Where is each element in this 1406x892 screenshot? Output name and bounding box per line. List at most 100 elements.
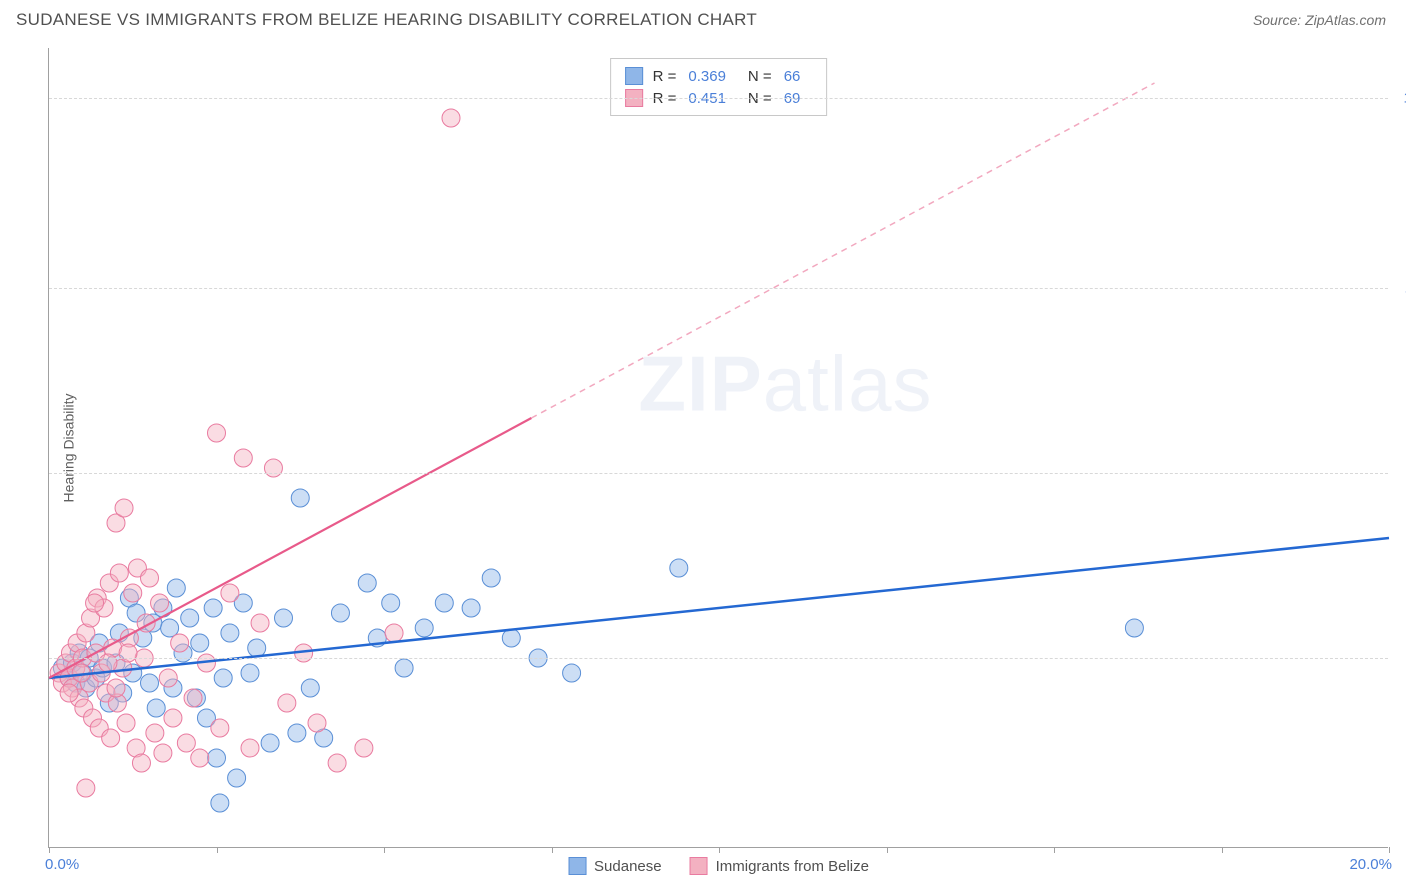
scatter-point bbox=[181, 609, 199, 627]
legend-series-item: Immigrants from Belize bbox=[690, 857, 869, 875]
y-tick-label: 3.8% bbox=[1396, 650, 1406, 667]
legend-series-item: Sudanese bbox=[568, 857, 662, 875]
scatter-point bbox=[241, 739, 259, 757]
scatter-point bbox=[60, 684, 78, 702]
scatter-point bbox=[234, 449, 252, 467]
trend-line-solid bbox=[49, 418, 531, 678]
x-tick bbox=[1389, 847, 1390, 853]
y-tick-label: 15.0% bbox=[1396, 90, 1406, 107]
legend-r-value: 0.369 bbox=[688, 68, 726, 85]
scatter-point bbox=[86, 594, 104, 612]
scatter-point bbox=[110, 564, 128, 582]
scatter-point bbox=[221, 624, 239, 642]
scatter-point bbox=[221, 584, 239, 602]
chart-source: Source: ZipAtlas.com bbox=[1253, 12, 1386, 28]
scatter-point bbox=[288, 724, 306, 742]
scatter-point bbox=[382, 594, 400, 612]
scatter-point bbox=[147, 699, 165, 717]
x-tick bbox=[384, 847, 385, 853]
scatter-point bbox=[191, 749, 209, 767]
gridline-horizontal bbox=[49, 473, 1388, 474]
scatter-point bbox=[395, 659, 413, 677]
chart-header: SUDANESE VS IMMIGRANTS FROM BELIZE HEARI… bbox=[0, 0, 1406, 38]
scatter-point bbox=[141, 674, 159, 692]
scatter-point bbox=[241, 664, 259, 682]
x-tick bbox=[1222, 847, 1223, 853]
legend-r-label: R = bbox=[653, 68, 677, 85]
legend-correlation-box: R =0.369N =66R =0.451N =69 bbox=[610, 58, 828, 116]
scatter-point bbox=[77, 779, 95, 797]
x-axis-max-label: 20.0% bbox=[1349, 856, 1392, 873]
legend-correlation-row: R = 0.369 N = 66 bbox=[625, 65, 813, 87]
scatter-point bbox=[482, 569, 500, 587]
legend-swatch bbox=[690, 857, 708, 875]
scatter-point bbox=[117, 714, 135, 732]
scatter-point bbox=[291, 489, 309, 507]
scatter-point bbox=[251, 614, 269, 632]
scatter-point bbox=[115, 499, 133, 517]
scatter-point bbox=[191, 634, 209, 652]
x-tick bbox=[887, 847, 888, 853]
legend-series: Sudanese Immigrants from Belize bbox=[568, 857, 869, 875]
scatter-point bbox=[248, 639, 266, 657]
legend-n-value: 66 bbox=[784, 68, 801, 85]
scatter-point bbox=[208, 424, 226, 442]
scatter-svg bbox=[49, 48, 1388, 847]
scatter-point bbox=[385, 624, 403, 642]
scatter-point bbox=[228, 769, 246, 787]
legend-n-label: N = bbox=[748, 68, 772, 85]
scatter-point bbox=[331, 604, 349, 622]
y-tick-label: 11.2% bbox=[1396, 280, 1406, 297]
scatter-point bbox=[141, 569, 159, 587]
scatter-point bbox=[435, 594, 453, 612]
scatter-point bbox=[102, 729, 120, 747]
scatter-point bbox=[204, 599, 222, 617]
scatter-point bbox=[275, 609, 293, 627]
scatter-point bbox=[119, 644, 137, 662]
scatter-point bbox=[177, 734, 195, 752]
scatter-point bbox=[670, 559, 688, 577]
x-tick bbox=[719, 847, 720, 853]
scatter-point bbox=[278, 694, 296, 712]
scatter-point bbox=[167, 579, 185, 597]
scatter-point bbox=[171, 634, 189, 652]
chart-title: SUDANESE VS IMMIGRANTS FROM BELIZE HEARI… bbox=[16, 10, 757, 30]
gridline-horizontal bbox=[49, 98, 1388, 99]
scatter-point bbox=[211, 794, 229, 812]
legend-swatch bbox=[625, 67, 643, 85]
scatter-point bbox=[355, 739, 373, 757]
x-tick bbox=[217, 847, 218, 853]
x-tick bbox=[49, 847, 50, 853]
scatter-point bbox=[502, 629, 520, 647]
scatter-point bbox=[164, 709, 182, 727]
x-tick bbox=[552, 847, 553, 853]
legend-swatch bbox=[568, 857, 586, 875]
scatter-point bbox=[154, 744, 172, 762]
scatter-point bbox=[442, 109, 460, 127]
gridline-horizontal bbox=[49, 658, 1388, 659]
scatter-point bbox=[563, 664, 581, 682]
scatter-point bbox=[358, 574, 376, 592]
gridline-horizontal bbox=[49, 288, 1388, 289]
scatter-point bbox=[184, 689, 202, 707]
scatter-point bbox=[264, 459, 282, 477]
scatter-point bbox=[415, 619, 433, 637]
scatter-point bbox=[214, 669, 232, 687]
scatter-point bbox=[211, 719, 229, 737]
scatter-point bbox=[159, 669, 177, 687]
plot-area: ZIPatlas R =0.369N =66R =0.451N =69 0.0%… bbox=[48, 48, 1388, 848]
scatter-point bbox=[261, 734, 279, 752]
scatter-point bbox=[132, 754, 150, 772]
legend-series-label: Immigrants from Belize bbox=[716, 858, 869, 875]
x-tick bbox=[1054, 847, 1055, 853]
scatter-point bbox=[1125, 619, 1143, 637]
legend-series-label: Sudanese bbox=[594, 858, 662, 875]
scatter-point bbox=[99, 654, 117, 672]
y-tick-label: 7.5% bbox=[1396, 465, 1406, 482]
scatter-point bbox=[151, 594, 169, 612]
scatter-point bbox=[124, 584, 142, 602]
scatter-point bbox=[328, 754, 346, 772]
scatter-point bbox=[462, 599, 480, 617]
scatter-point bbox=[146, 724, 164, 742]
chart-container: Hearing Disability ZIPatlas R =0.369N =6… bbox=[48, 48, 1388, 848]
